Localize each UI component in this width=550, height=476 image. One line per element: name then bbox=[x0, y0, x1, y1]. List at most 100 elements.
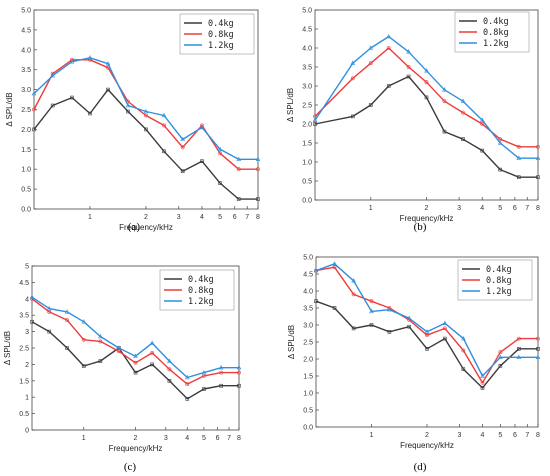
x-tick-label: 6 bbox=[513, 432, 517, 439]
x-axis-label: Frequency/kHz bbox=[109, 444, 163, 453]
y-tick-label: 1.5 bbox=[303, 374, 313, 381]
series-marker bbox=[498, 350, 503, 355]
y-axis-label: Δ SPL/dB bbox=[5, 92, 14, 126]
series-marker bbox=[237, 370, 241, 375]
series-marker bbox=[498, 354, 503, 360]
panel-label: (a) bbox=[128, 221, 141, 233]
series-marker bbox=[443, 336, 447, 341]
series-marker bbox=[332, 261, 337, 266]
x-tick-label: 4 bbox=[480, 205, 484, 212]
series-marker bbox=[185, 382, 190, 386]
x-tick-label: 7 bbox=[227, 435, 231, 442]
series-marker bbox=[256, 197, 260, 201]
x-tick-label: 2 bbox=[425, 432, 429, 439]
panel-label: (b) bbox=[414, 221, 427, 233]
series-marker bbox=[162, 123, 166, 128]
series-marker bbox=[218, 181, 222, 185]
series-marker bbox=[387, 307, 392, 312]
series-marker bbox=[236, 365, 242, 370]
y-tick-label: 4 bbox=[25, 296, 29, 303]
series-marker bbox=[30, 319, 34, 324]
series-marker bbox=[105, 61, 111, 66]
series-marker bbox=[442, 129, 447, 134]
series-marker bbox=[150, 362, 154, 367]
panel-label: (d) bbox=[414, 461, 427, 473]
series-marker bbox=[31, 90, 37, 96]
series-marker bbox=[87, 55, 93, 60]
x-tick-label: 6 bbox=[513, 205, 517, 212]
legend-label: 1.2kg bbox=[483, 39, 509, 49]
series-marker bbox=[351, 326, 356, 331]
y-tick-label: 5 bbox=[25, 264, 29, 271]
series-marker bbox=[184, 374, 190, 380]
x-tick-label: 3 bbox=[458, 432, 462, 439]
chart-panel-3: 1 2 3 4 5 6 7 8 0.0 0.5 1.0 1.5 2.0 2.5 3.0 3.5 4.0 4.5 5.… bbox=[287, 255, 541, 473]
series-marker bbox=[480, 148, 485, 153]
x-axis-label: Frequency/kHz bbox=[400, 214, 454, 223]
series-marker bbox=[219, 383, 223, 388]
x-tick-label: 2 bbox=[134, 435, 138, 442]
series-marker bbox=[116, 345, 122, 350]
y-tick-label: 3.0 bbox=[21, 87, 31, 94]
series-line-1 bbox=[33, 59, 258, 170]
y-axis-label: Δ SPL/dB bbox=[3, 331, 12, 365]
series-marker bbox=[218, 151, 222, 156]
series-marker bbox=[386, 84, 391, 88]
x-tick-label: 8 bbox=[536, 205, 540, 212]
legend-label: 0.4kg bbox=[483, 17, 509, 27]
series-marker bbox=[424, 80, 429, 85]
series-marker bbox=[64, 309, 70, 314]
y-tick-label: 0 bbox=[25, 428, 29, 435]
series-marker bbox=[536, 346, 540, 351]
x-tick-label: 5 bbox=[498, 205, 502, 212]
legend-label: 1.2kg bbox=[486, 287, 512, 297]
series-marker bbox=[461, 110, 465, 115]
series-marker bbox=[386, 33, 391, 39]
y-tick-label: 4.0 bbox=[21, 47, 31, 54]
y-tick-label: 3.0 bbox=[303, 323, 313, 330]
series-marker bbox=[424, 95, 429, 100]
series-marker bbox=[442, 87, 447, 92]
y-tick-label: 0.5 bbox=[302, 179, 312, 186]
series-marker bbox=[98, 339, 103, 344]
series-marker bbox=[535, 354, 541, 360]
y-tick-label: 0.5 bbox=[19, 411, 29, 418]
x-tick-label: 7 bbox=[525, 432, 529, 439]
series-marker bbox=[479, 117, 485, 122]
series-marker bbox=[106, 87, 110, 92]
series-marker bbox=[143, 108, 149, 114]
y-tick-label: 1.0 bbox=[303, 391, 313, 398]
y-tick-label: 1.5 bbox=[19, 378, 29, 385]
series-marker bbox=[167, 367, 172, 372]
x-tick-label: 4 bbox=[200, 214, 204, 221]
y-tick-label: 2.5 bbox=[19, 346, 29, 353]
x-tick-label: 1 bbox=[88, 214, 92, 221]
y-tick-label: 3.5 bbox=[303, 306, 313, 313]
series-marker bbox=[69, 59, 75, 64]
series-marker bbox=[480, 122, 485, 126]
series-marker bbox=[406, 74, 411, 79]
series-marker bbox=[65, 346, 69, 350]
x-tick-label: 2 bbox=[425, 205, 429, 212]
series-marker bbox=[516, 354, 522, 360]
x-tick-label: 7 bbox=[525, 205, 529, 212]
series-line-0 bbox=[315, 300, 538, 389]
series-marker bbox=[498, 167, 502, 172]
series-marker bbox=[81, 364, 86, 368]
series-line-0 bbox=[31, 321, 239, 400]
series-marker bbox=[125, 102, 131, 108]
y-tick-label: 3.5 bbox=[302, 65, 312, 72]
series-marker bbox=[218, 365, 224, 370]
series-marker bbox=[536, 144, 540, 149]
y-tick-label: 0.0 bbox=[302, 198, 312, 205]
y-axis-label: Δ SPL/dB bbox=[286, 88, 295, 122]
series-marker bbox=[256, 167, 260, 172]
series-marker bbox=[70, 95, 74, 100]
legend-label: 0.4kg bbox=[208, 19, 234, 29]
series-marker bbox=[350, 76, 355, 81]
series-marker bbox=[516, 175, 521, 179]
series-marker bbox=[536, 175, 540, 179]
x-tick-label: 4 bbox=[481, 432, 485, 439]
series-marker bbox=[50, 73, 55, 78]
